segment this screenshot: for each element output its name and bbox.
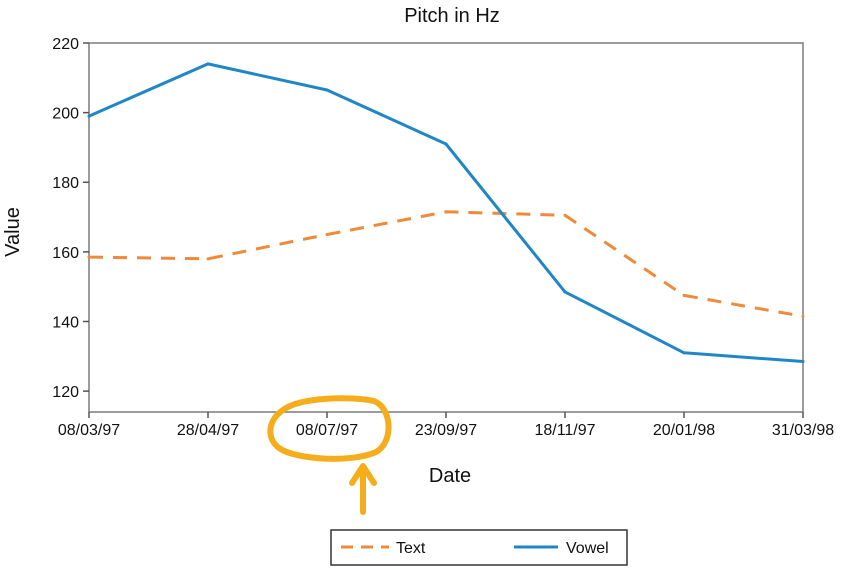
x-tick-label: 20/01/98 [653, 422, 715, 439]
data-point-text [87, 255, 91, 259]
y-tick-label: 140 [52, 314, 79, 331]
data-point-vowel [325, 88, 329, 92]
data-point-text [325, 232, 329, 236]
data-point-vowel [444, 142, 448, 146]
highlight-arrow-head [349, 463, 377, 486]
y-tick-label: 160 [52, 245, 79, 262]
data-point-vowel [206, 62, 210, 66]
data-point-text [563, 213, 567, 217]
y-axis-title: Value [2, 207, 24, 257]
x-axis: 08/03/97 28/04/97 08/07/97 23/09/97 18/11/97… [58, 412, 834, 439]
legend: Text Vowel [330, 529, 628, 566]
data-point-text [206, 257, 210, 261]
data-point-text [682, 293, 686, 297]
x-tick-label: 23/09/97 [415, 422, 477, 439]
x-tick-label: 08/03/97 [58, 422, 120, 439]
data-point-text [444, 210, 448, 214]
chart-title: Pitch in Hz [404, 5, 500, 27]
legend-label-vowel: Vowel [566, 540, 609, 557]
series-layer [87, 62, 805, 364]
x-tick-label: 31/03/98 [772, 422, 834, 439]
y-tick-label: 220 [52, 36, 79, 53]
x-axis-title: Date [429, 465, 471, 487]
data-point-vowel [682, 351, 686, 355]
x-tick-label: 18/11/97 [534, 422, 595, 439]
data-point-vowel [563, 290, 567, 294]
x-tick-label: 28/04/97 [177, 422, 239, 439]
legend-label-text: Text [396, 540, 426, 557]
data-point-vowel [801, 360, 805, 364]
y-axis: 120 140 160 180 200 220 [52, 36, 89, 401]
data-point-vowel [87, 114, 91, 118]
highlight-circle [267, 395, 392, 462]
y-tick-label: 200 [52, 106, 79, 123]
highlight-annotation [267, 395, 392, 515]
plot-frame [88, 42, 804, 413]
data-point-text [801, 314, 805, 318]
x-tick-label: 08/07/97 [296, 422, 358, 439]
y-tick-label: 120 [52, 384, 79, 401]
series-line-text [88, 210, 804, 318]
y-tick-label: 180 [52, 175, 79, 192]
legend-box [330, 529, 628, 566]
